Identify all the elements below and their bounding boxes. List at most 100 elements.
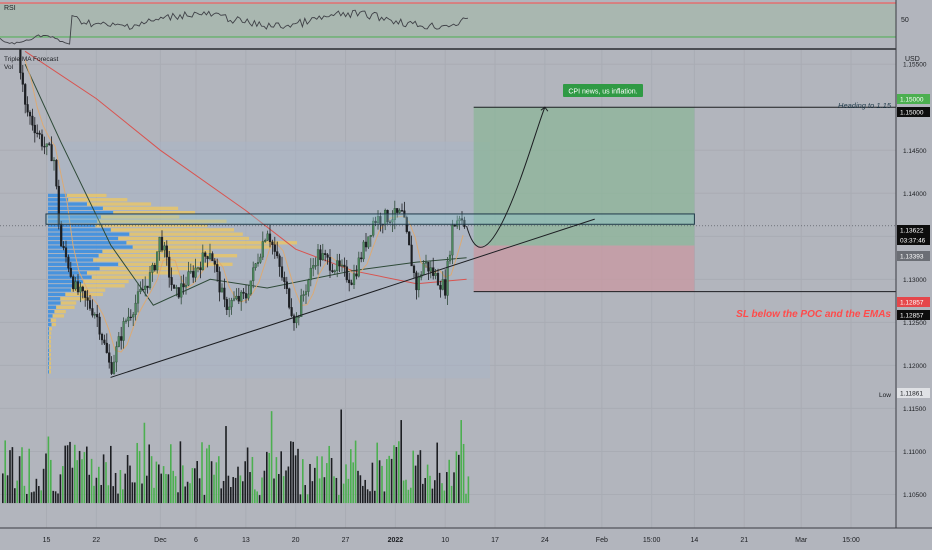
time-tick-label: 15:00: [643, 537, 661, 544]
candle-down: [40, 134, 44, 147]
volume-bar-up: [386, 459, 388, 504]
volume-bar-down: [45, 453, 47, 504]
ema-fast-line[interactable]: [24, 63, 467, 306]
volume-bar-down: [311, 481, 314, 504]
candle-down: [410, 244, 413, 267]
volume-bar-down: [400, 420, 402, 504]
volume-bar-up: [50, 459, 52, 504]
volume-bar-down: [227, 475, 230, 504]
candle-down: [288, 288, 291, 308]
candle-up: [194, 267, 197, 278]
profile-bar-up: [48, 318, 51, 322]
profile-bar-up: [48, 211, 114, 215]
volume-bar-up: [218, 456, 220, 504]
candle-down: [350, 282, 353, 285]
volume-bar-down: [203, 494, 206, 504]
time-tick-label: 22: [92, 537, 100, 544]
volume-bar-down: [273, 478, 275, 504]
volume-bar-up: [261, 477, 263, 504]
price-tick-label: 1.14500: [903, 148, 927, 155]
candle-up: [151, 264, 154, 273]
profile-bar-up: [48, 327, 50, 331]
volume-bar-down: [114, 472, 117, 504]
price-tag: 1.15000: [900, 110, 924, 117]
time-axis[interactable]: [0, 528, 932, 550]
sl-note[interactable]: SL below the POC and the EMAs: [736, 309, 891, 320]
candle-down: [172, 284, 176, 289]
candle-up: [321, 253, 324, 261]
volume-bar-up: [268, 452, 270, 504]
volume-bar-down: [446, 472, 448, 504]
volume-bar-down: [434, 480, 436, 504]
candle-up: [249, 280, 252, 295]
volume-bar-up: [107, 485, 110, 504]
candle-up: [156, 251, 159, 271]
volume-bar-down: [222, 480, 225, 504]
profile-bar-up: [48, 228, 111, 232]
projection-arrowhead: [540, 106, 549, 112]
time-tick-label: 6: [194, 537, 198, 544]
ema-orange-line[interactable]: [24, 60, 464, 353]
candle-down: [216, 264, 219, 272]
profile-bar-up: [48, 193, 67, 198]
indicator-label-secondary[interactable]: Vol: [4, 64, 14, 71]
support-trendline[interactable]: [110, 218, 595, 378]
resistance-zone[interactable]: [45, 213, 695, 225]
cpi-note[interactable]: CPI news, us inflation.: [563, 84, 643, 97]
profile-bar-down: [132, 245, 272, 249]
candle-down: [38, 132, 41, 135]
volume-bar-up: [407, 489, 410, 504]
volume-bar-down: [280, 451, 282, 504]
profile-bar-down: [49, 370, 51, 374]
candle-down: [415, 272, 418, 291]
candle-up: [115, 346, 118, 363]
volume-bar-up: [443, 490, 446, 504]
candle-up: [448, 254, 452, 262]
volume-bar-up: [182, 465, 184, 504]
volume-bar-down: [292, 441, 294, 504]
volume-bar-down: [414, 465, 417, 504]
volume-bar-down: [54, 491, 57, 504]
candle-down: [108, 352, 111, 363]
candle-down: [67, 256, 70, 269]
volume-bar-down: [249, 472, 251, 504]
volume-bar-up: [119, 469, 122, 504]
candle-down: [96, 314, 99, 318]
rsi-line[interactable]: [0, 9, 469, 45]
profile-bar-up: [48, 370, 50, 374]
candlesticks: [16, 42, 466, 375]
volume-bar-up: [429, 475, 431, 504]
candle-up: [148, 272, 152, 288]
rsi-label: RSI: [4, 5, 16, 12]
price-tag-box: [897, 94, 930, 104]
volume-bar-down: [42, 468, 45, 504]
volume-bar-up: [347, 478, 350, 504]
price-axis[interactable]: [896, 0, 932, 528]
stop-zone[interactable]: [473, 245, 695, 292]
profile-bar-down: [48, 335, 51, 340]
ema-slow-line[interactable]: [24, 50, 467, 285]
target-zone[interactable]: [473, 107, 695, 246]
candle-down: [364, 241, 368, 248]
volume-bar-up: [76, 460, 78, 504]
volume-bar-up: [28, 448, 30, 504]
indicator-label-primary[interactable]: Triple MA Forecast: [4, 56, 58, 63]
projection-path[interactable]: [466, 107, 546, 248]
volume-bar-down: [2, 473, 4, 504]
candle-down: [170, 277, 173, 286]
candle-up: [367, 236, 370, 248]
time-tick-label: 17: [491, 537, 499, 544]
candle-down: [439, 285, 442, 290]
target-note[interactable]: Heading to 1.15: [838, 101, 892, 110]
volume-bar-down: [374, 490, 376, 504]
candle-up: [441, 279, 444, 290]
profile-bar-down: [113, 211, 196, 215]
volume-bar-up: [410, 487, 412, 504]
profile-bar-down: [91, 275, 151, 279]
candle-up: [362, 241, 365, 260]
candle-down: [24, 84, 27, 105]
profile-bar-up: [48, 348, 50, 352]
candle-down: [319, 249, 322, 261]
candle-up: [451, 224, 454, 256]
